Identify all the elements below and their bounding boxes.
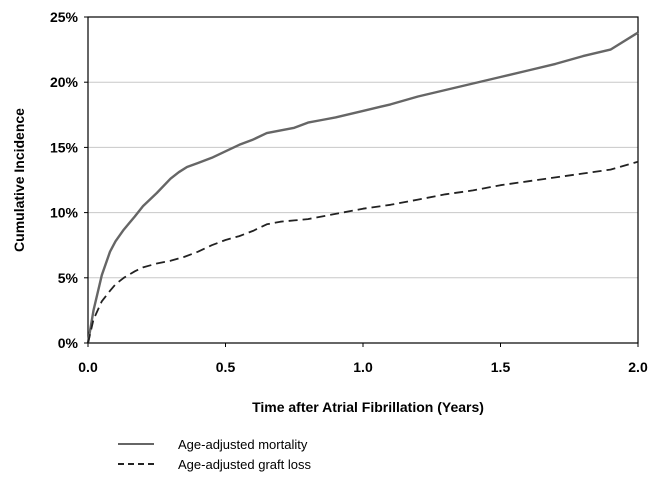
y-tick-label: 10% (50, 205, 79, 221)
legend-item-mortality: Age-adjusted mortality (118, 434, 311, 454)
y-tick-label: 15% (50, 139, 79, 155)
x-tick-label: 1.0 (353, 359, 373, 375)
legend-label-mortality: Age-adjusted mortality (178, 436, 308, 452)
legend: Age-adjusted mortality Age-adjusted graf… (118, 434, 311, 474)
y-axis-ticks: 0% 5% 10% 15% 20% 25% (50, 9, 88, 351)
legend-swatch-solid (118, 443, 154, 445)
y-tick-label: 25% (50, 9, 79, 25)
gridlines (88, 81, 638, 279)
x-axis-ticks: 0.0 0.5 1.0 1.5 2.0 (78, 343, 648, 375)
legend-label-graft-loss: Age-adjusted graft loss (178, 456, 311, 472)
y-tick-label: 20% (50, 74, 79, 90)
series-line-mortality (86, 31, 639, 344)
y-tick-label: 0% (58, 335, 79, 351)
x-tick-label: 0.0 (78, 359, 98, 375)
x-tick-label: 0.5 (216, 359, 236, 375)
y-axis-title: Cumulative Incidence (11, 108, 27, 252)
legend-swatch-dashed (118, 463, 154, 465)
legend-item-graft-loss: Age-adjusted graft loss (118, 454, 311, 474)
series-line-graft-loss (87, 160, 639, 344)
series-lines (86, 31, 639, 344)
x-tick-label: 1.5 (491, 359, 511, 375)
x-axis-title: Time after Atrial Fibrillation (Years) (252, 399, 484, 415)
x-tick-label: 2.0 (628, 359, 648, 375)
y-tick-label: 5% (58, 270, 79, 286)
